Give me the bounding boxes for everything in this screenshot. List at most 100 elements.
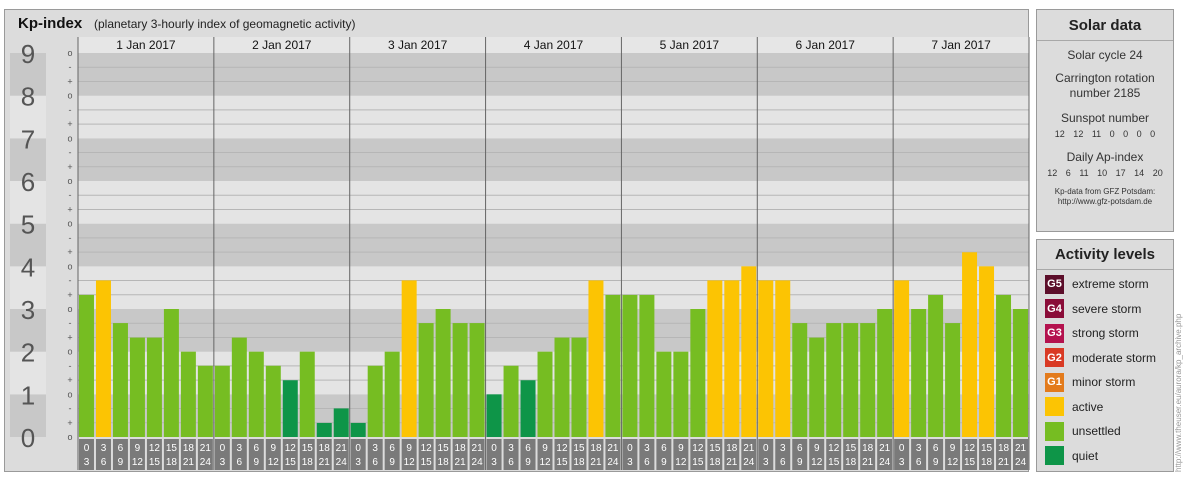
y-label-cell	[10, 351, 46, 395]
hour-end-label: 3	[84, 457, 90, 468]
hour-end-label: 9	[118, 457, 124, 468]
hour-start-label: 15	[438, 443, 450, 454]
hour-start-label: 3	[101, 443, 107, 454]
minor-tick-label: +	[67, 290, 72, 300]
kp-band-4	[78, 223, 1029, 267]
source-watermark: http://www.theuser.eu/aurora/kp_archive.…	[1174, 313, 1183, 472]
hour-end-label: 12	[675, 457, 687, 468]
minor-tick-label: +	[67, 332, 72, 342]
hour-start-label: 21	[743, 443, 755, 454]
minor-tick-label: o	[67, 304, 72, 314]
hour-slot	[180, 439, 196, 470]
hour-end-label: 15	[964, 457, 976, 468]
hour-end-label: 3	[491, 457, 497, 468]
activity-level-label: quiet	[1072, 448, 1099, 463]
hour-end-label: 12	[947, 457, 959, 468]
kp-bar	[639, 294, 655, 437]
y-tick-label: 3	[21, 295, 35, 325]
kp-bar	[350, 422, 366, 437]
kp-band-8	[78, 53, 1029, 96]
hour-slot	[843, 439, 859, 470]
kp-bar	[333, 408, 349, 437]
kp-bar	[724, 280, 740, 437]
kp-bar	[928, 294, 944, 437]
hour-slot	[129, 439, 145, 470]
hour-start-label: 6	[118, 443, 124, 454]
hour-start-label: 0	[220, 443, 226, 454]
day-label: 7 Jan 2017	[931, 38, 991, 52]
hour-start-label: 0	[763, 443, 769, 454]
hour-start-label: 21	[472, 443, 484, 454]
chart-title: Kp-index	[18, 15, 83, 32]
hour-end-label: 9	[254, 457, 260, 468]
hour-end-label: 6	[644, 457, 650, 468]
hour-end-label: 6	[101, 457, 107, 468]
activity-level-label: severe storm	[1072, 301, 1142, 316]
activity-level-item: G4 severe storm	[1045, 299, 1141, 319]
activity-level-swatch: G2	[1045, 348, 1064, 367]
hour-slot	[537, 439, 553, 470]
kp-bar	[826, 323, 842, 437]
kp-bar	[248, 351, 264, 437]
hour-end-label: 9	[661, 457, 667, 468]
hour-start-label: 12	[285, 443, 297, 454]
kp-bar	[214, 365, 230, 437]
hour-end-label: 21	[862, 457, 874, 468]
hour-end-label: 9	[933, 457, 939, 468]
hour-slot	[656, 439, 672, 470]
hour-slot	[299, 439, 315, 470]
activity-level-item: G3 strong storm	[1045, 323, 1139, 343]
kp-bar	[945, 323, 961, 437]
kp-bar	[265, 365, 281, 437]
y-tick-label: 4	[21, 252, 35, 282]
kp-bar	[537, 351, 553, 437]
solar-cycle: Solar cycle 24	[1067, 48, 1143, 62]
y-tick-label: 7	[21, 124, 35, 154]
kp-bar	[180, 351, 196, 437]
solar-data-title: Solar data	[1037, 17, 1173, 41]
hour-end-label: 18	[302, 457, 314, 468]
hour-start-label: 0	[491, 443, 497, 454]
activity-level-swatch: G4	[1045, 299, 1064, 318]
hour-start-label: 18	[319, 443, 331, 454]
minor-tick-label: o	[67, 432, 72, 442]
hour-end-label: 21	[726, 457, 738, 468]
hour-start-label: 0	[355, 443, 361, 454]
kp-bar	[673, 351, 689, 437]
hour-slot	[911, 439, 927, 470]
kp-bar	[656, 351, 672, 437]
minor-tick-label: +	[67, 247, 72, 257]
hour-start-label: 12	[556, 443, 568, 454]
hour-end-label: 3	[355, 457, 361, 468]
hour-end-label: 6	[508, 457, 514, 468]
minor-tick-label: +	[67, 204, 72, 214]
hour-start-label: 21	[1015, 443, 1027, 454]
hour-end-label: 24	[1015, 457, 1027, 468]
kp-band-7	[78, 95, 1029, 139]
hour-end-label: 12	[539, 457, 551, 468]
hour-start-label: 3	[508, 443, 514, 454]
kp-bar	[1013, 309, 1028, 437]
hour-slot	[775, 439, 791, 470]
minor-tick-label: o	[67, 261, 72, 271]
hour-end-label: 12	[811, 457, 823, 468]
hour-slot	[690, 439, 706, 470]
minor-tick-label: -	[69, 404, 72, 414]
y-label-cell	[10, 266, 46, 309]
kp-bar	[860, 323, 876, 437]
hour-slot	[826, 439, 842, 470]
y-label-cell	[10, 53, 46, 96]
hour-slot	[1013, 439, 1028, 470]
kp-bar	[605, 294, 621, 437]
minor-tick-label: -	[69, 233, 72, 243]
kp-bar	[503, 365, 519, 437]
hour-end-label: 3	[627, 457, 633, 468]
minor-tick-label: +	[67, 119, 72, 129]
kp-bar	[95, 280, 111, 437]
hour-slot	[605, 439, 621, 470]
kp-bar	[894, 280, 910, 437]
hour-end-label: 15	[692, 457, 704, 468]
day-header-strip	[78, 37, 1029, 53]
activity-level-item: active	[1045, 397, 1103, 417]
hour-slot	[588, 439, 604, 470]
